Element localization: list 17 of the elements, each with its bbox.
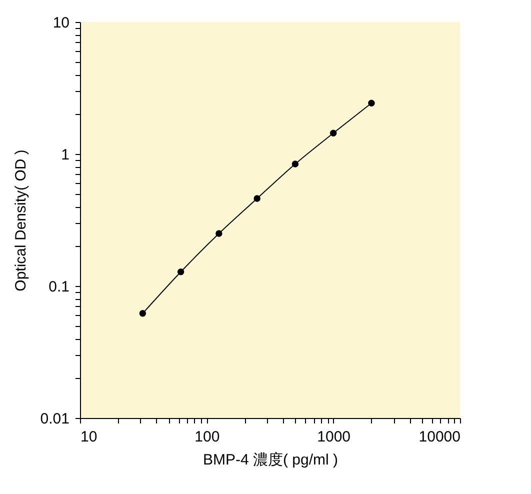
- y-tick-label: 0.1: [48, 278, 70, 296]
- x-tick-label: 1000: [317, 428, 351, 446]
- point: [177, 268, 184, 276]
- point: [368, 100, 375, 106]
- point: [139, 310, 146, 317]
- point: [254, 195, 260, 202]
- y-tick-label: 1: [61, 146, 70, 164]
- y-tick-label: 0.01: [40, 410, 70, 428]
- x-tick-label: 10000: [418, 428, 460, 446]
- point: [216, 230, 222, 237]
- x-tick-label: 100: [194, 428, 220, 446]
- x-tick-label: 10: [80, 428, 98, 446]
- x-axis-title: BMP-4 濃度( pg/ml ): [202, 452, 338, 468]
- point: [292, 160, 299, 168]
- y-axis-title: Optical Density( OD ): [12, 150, 30, 292]
- point: [330, 130, 337, 136]
- y-tick-label: 10: [52, 14, 70, 32]
